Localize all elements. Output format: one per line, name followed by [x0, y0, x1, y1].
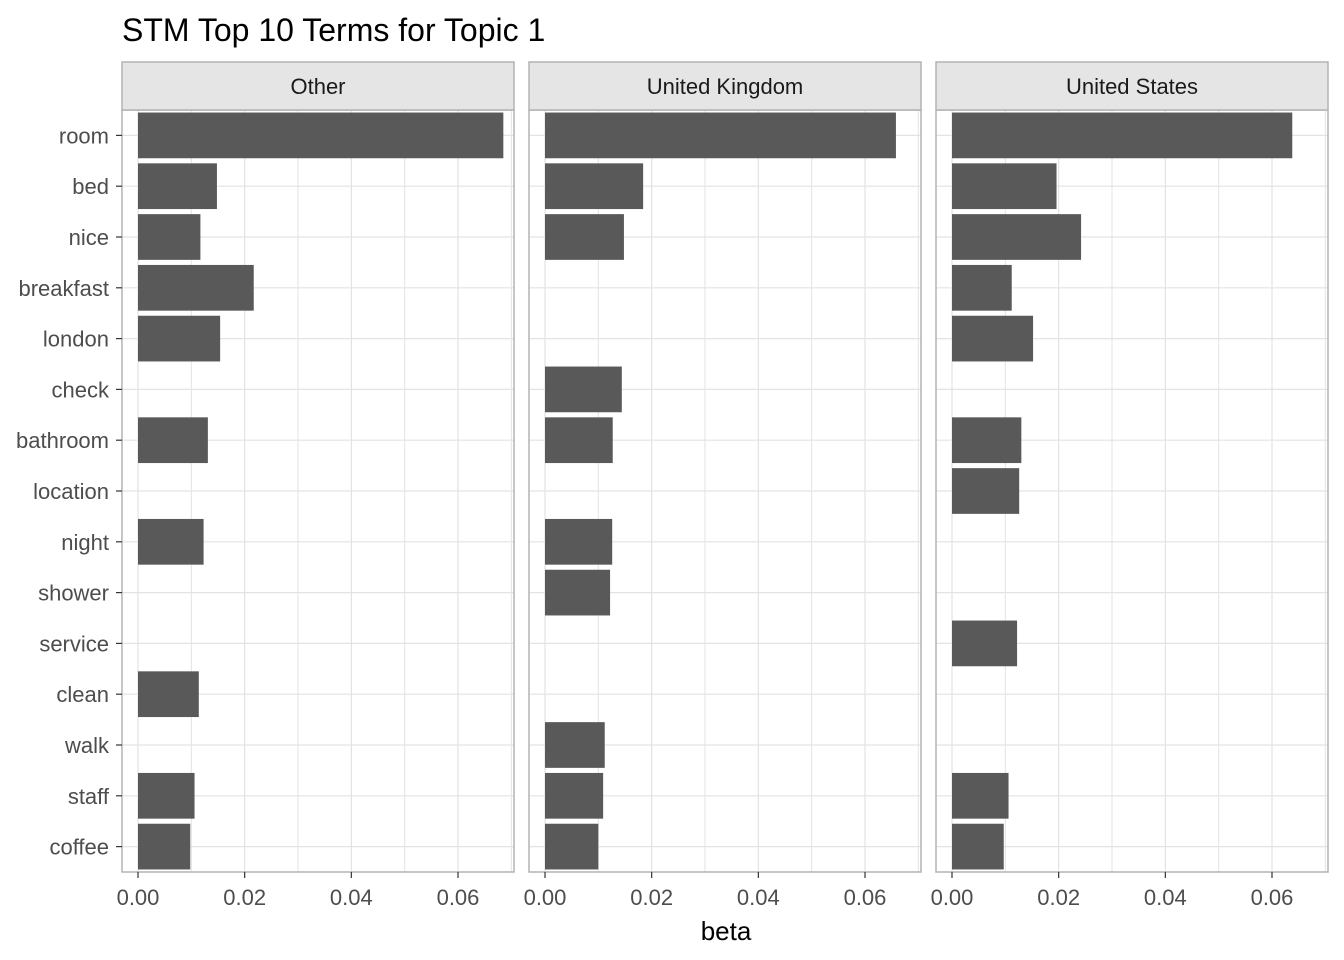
facet-panels: Other 0.00 0.02 0.04 0.06 United Kingdom 0.00 0… [117, 61, 1329, 910]
bar-check [545, 366, 622, 413]
x-tick-label: 0.00 [931, 885, 974, 910]
bar-nice [138, 214, 201, 260]
bar-coffee [545, 823, 599, 870]
x-tick-label: 0.04 [737, 885, 780, 910]
bar-bathroom [138, 417, 208, 464]
y-tick-label: clean [56, 682, 109, 707]
facet-strip-label: United States [1066, 74, 1198, 99]
facet-strip [528, 61, 922, 111]
bar-nice [545, 214, 624, 260]
bar-shower [545, 569, 611, 616]
facet-strip [935, 61, 1329, 111]
x-tick-label: 0.02 [223, 885, 266, 910]
y-tick-label: shower [38, 581, 109, 606]
y-tick-label: staff [68, 784, 110, 809]
y-tick-label: bathroom [16, 428, 109, 453]
bar-service [952, 620, 1018, 667]
y-tick-label: check [52, 377, 110, 402]
bar-night [545, 518, 613, 565]
x-axis-title: beta [701, 916, 752, 946]
y-tick-label: service [39, 631, 109, 656]
bar-breakfast [138, 264, 254, 311]
bar-staff [545, 772, 604, 819]
chart-title: STM Top 10 Terms for Topic 1 [122, 12, 545, 48]
y-tick-label: night [61, 530, 109, 555]
bar-room [138, 112, 504, 159]
x-tick-label: 0.06 [844, 885, 887, 910]
x-tick-label: 0.00 [117, 885, 160, 910]
bar-coffee [138, 823, 191, 870]
bar-staff [138, 772, 195, 819]
facet-panel: Other 0.00 0.02 0.04 0.06 [117, 61, 515, 910]
y-tick-label: nice [69, 225, 109, 250]
x-tick-label: 0.02 [1037, 885, 1080, 910]
y-tick-label: location [33, 479, 109, 504]
bar-london [138, 315, 221, 362]
x-tick-label: 0.06 [437, 885, 480, 910]
bar-bathroom [952, 417, 1022, 464]
x-tick-label: 0.06 [1251, 885, 1294, 910]
y-axis-labels: room bed nice breakfast london check bathroom l… [16, 123, 122, 860]
bar-bed [138, 163, 217, 210]
bar-walk [545, 722, 605, 768]
bar-london [952, 315, 1034, 362]
facet-strip-label: United Kingdom [647, 74, 804, 99]
facet-panel: United Kingdom 0.00 0.02 0.04 0.06 [524, 61, 922, 910]
facet-strip [121, 61, 515, 111]
bar-bathroom [545, 417, 613, 464]
bar-location [952, 468, 1020, 514]
bar-staff [952, 772, 1009, 819]
facet-panel: United States 0.00 0.02 0.04 0.06 [931, 61, 1329, 910]
y-tick-label: london [43, 327, 109, 352]
bar-room [545, 112, 896, 159]
x-tick-label: 0.04 [1144, 885, 1187, 910]
y-tick-label: breakfast [19, 276, 110, 301]
y-tick-label: walk [64, 733, 110, 758]
x-tick-label: 0.02 [630, 885, 673, 910]
bar-room [952, 112, 1293, 159]
x-tick-label: 0.04 [330, 885, 373, 910]
y-tick-label: bed [72, 174, 109, 199]
facet-strip-label: Other [290, 74, 345, 99]
bar-bed [952, 163, 1057, 210]
bar-breakfast [952, 264, 1012, 311]
bar-night [138, 518, 204, 565]
bar-coffee [952, 823, 1004, 870]
bar-bed [545, 163, 644, 210]
bar-clean [138, 671, 199, 718]
bar-nice [952, 214, 1082, 260]
y-tick-label: coffee [49, 835, 109, 860]
y-tick-label: room [59, 123, 109, 148]
x-tick-label: 0.00 [524, 885, 567, 910]
